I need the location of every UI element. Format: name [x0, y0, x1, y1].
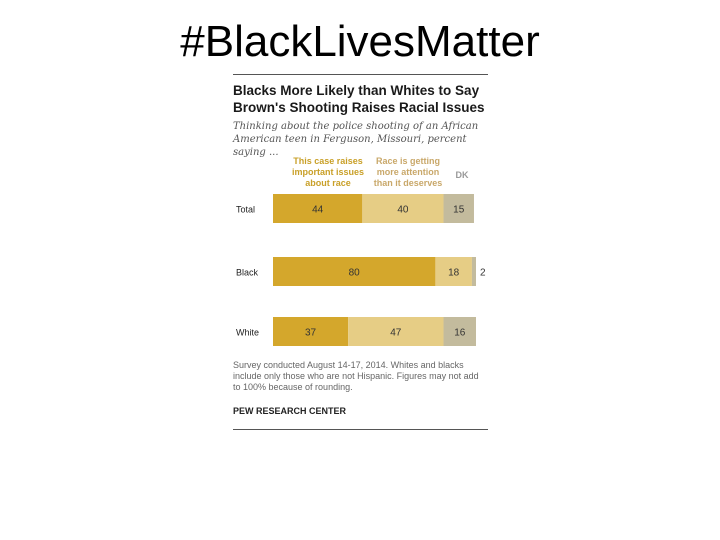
bar-total-series-2	[443, 194, 474, 223]
bar-white-series-0	[273, 317, 349, 346]
data-label-total-series-0: 44	[312, 205, 324, 216]
chart-figure: Blacks More Likely than Whites to Say Br…	[233, 74, 488, 430]
data-label-total-series-1: 40	[397, 205, 409, 216]
chart-note: Survey conducted August 14-17, 2014. Whi…	[233, 360, 479, 392]
data-label-total-series-2: 15	[453, 205, 465, 216]
chart-title: Blacks More Likely than Whites to Say Br…	[233, 83, 485, 115]
chart-subtitle: Thinking about the police shooting of an…	[233, 121, 479, 158]
data-label-black-series-2: 2	[480, 268, 486, 279]
bar-white-series-2	[443, 317, 476, 346]
category-label-white: White	[236, 328, 259, 338]
legend-dk: DK	[455, 170, 469, 180]
stacked-bar-chart: Total 44 40 15 Black 80 18 2 White 37 47 16	[236, 194, 486, 346]
category-label-black: Black	[236, 268, 259, 278]
bar-black-series-1	[435, 257, 472, 286]
data-label-black-series-1: 18	[448, 268, 460, 279]
bar-white-series-1	[348, 317, 444, 346]
bar-total-series-1	[362, 194, 444, 223]
top-rule	[233, 74, 488, 75]
data-label-black-series-0: 80	[349, 268, 361, 279]
slide-title: #BlackLivesMatter	[180, 17, 540, 66]
bar-total-series-0	[273, 194, 363, 223]
data-label-white-series-0: 37	[305, 328, 317, 339]
bar-black-series-0	[273, 257, 436, 286]
data-label-white-series-2: 16	[454, 328, 466, 339]
category-label-total: Total	[236, 205, 255, 215]
legend-raises-issues: This case raises important issues about …	[291, 156, 365, 188]
bar-black-series-2	[471, 257, 476, 286]
bottom-rule	[233, 429, 488, 430]
legend-more-attention: Race is getting more attention than it d…	[373, 156, 443, 188]
data-label-white-series-1: 47	[390, 328, 402, 339]
chart-source: PEW RESEARCH CENTER	[233, 406, 347, 416]
